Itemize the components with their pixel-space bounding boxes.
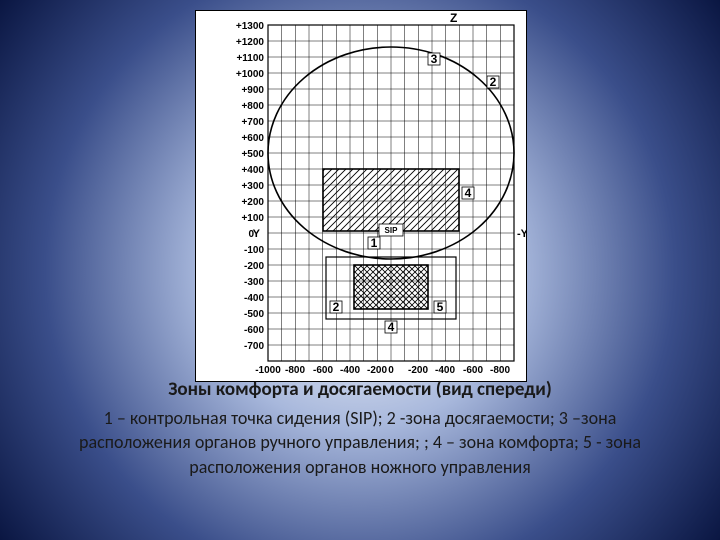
svg-text:-200: -200 [244,261,264,272]
axis-z: Z [450,11,457,25]
svg-text:+900: +900 [241,85,264,96]
callout-2: 2 [490,75,497,89]
svg-text:-500: -500 [244,309,264,320]
svg-text:-800: -800 [285,365,305,376]
svg-text:+500: +500 [241,149,264,160]
zone-foot-rect [354,265,428,309]
svg-text:-600: -600 [244,325,264,336]
svg-text:-200: -200 [367,365,387,376]
svg-text:-400: -400 [435,365,455,376]
axis-y-right: -Y [517,228,526,240]
callout-3: 3 [431,52,438,66]
svg-text:-400: -400 [244,293,264,304]
slide-caption: 1 – контрольная точка сидения (SIP); 2 -… [60,406,660,479]
svg-text:+600: +600 [241,133,264,144]
svg-text:-600: -600 [313,365,333,376]
svg-text:-400: -400 [340,365,360,376]
svg-text:+1200: +1200 [236,37,265,48]
y-ticks: +1300 +1200 +1100 +1000 +900 +800 +700 +… [236,21,265,352]
svg-text:-100: -100 [244,245,264,256]
svg-text:-700: -700 [244,341,264,352]
svg-text:-800: -800 [490,365,510,376]
svg-text:0: 0 [388,365,394,376]
callout-1: 1 [371,236,378,250]
svg-text:-300: -300 [244,277,264,288]
svg-text:+1300: +1300 [236,21,265,32]
callout-4a: 4 [465,186,472,200]
svg-text:+1100: +1100 [236,53,264,64]
svg-text:+300: +300 [241,181,264,192]
callout-2b: 2 [333,300,340,314]
x-ticks: -1000 -800 -600 -400 -200 0 -200 -400 -6… [255,365,510,376]
svg-text:-200: -200 [408,365,428,376]
zone-comfort-rect [323,169,459,231]
svg-text:+700: +700 [241,117,264,128]
diagram-figure: SIP 1 3 2 4 2 5 4 Z Y -Y [195,10,527,382]
sip-label: SIP [385,226,399,235]
svg-text:-1000: -1000 [255,365,281,376]
slide-title: Зоны комфорта и досягаемости (вид сперед… [0,378,720,401]
callout-5: 5 [437,300,444,314]
svg-text:+200: +200 [241,197,264,208]
callout-4b: 4 [388,320,395,334]
svg-text:+400: +400 [241,165,264,176]
svg-text:+1000: +1000 [236,69,265,80]
svg-text:0: 0 [248,229,254,240]
svg-text:-600: -600 [463,365,483,376]
slide-bg: SIP 1 3 2 4 2 5 4 Z Y -Y [0,0,720,540]
svg-text:+800: +800 [241,101,264,112]
svg-text:+100: +100 [241,213,264,224]
